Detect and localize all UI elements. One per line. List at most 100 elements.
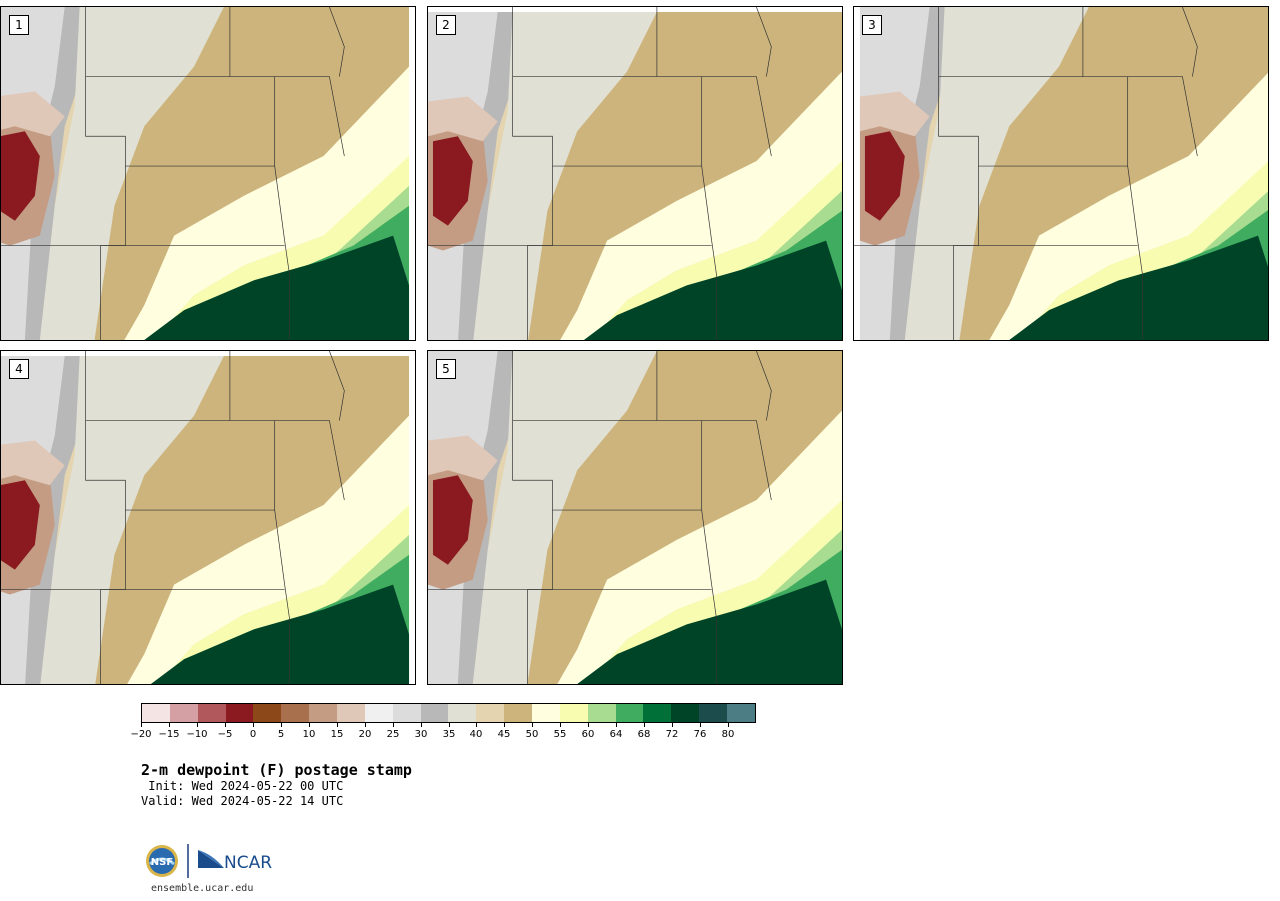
colorbar-swatch	[169, 704, 198, 722]
state-border	[756, 7, 772, 77]
colorbar-swatch	[337, 704, 365, 722]
colorbar-swatch	[253, 704, 282, 722]
dewpoint-region	[432, 475, 473, 565]
nsf-logo: NSF	[146, 845, 178, 877]
state-border	[1127, 76, 1143, 340]
map-panel-1: 1	[0, 6, 416, 341]
colorbar-swatch	[420, 704, 449, 722]
dewpoint-region	[473, 11, 657, 340]
ncar-logo-text: NCAR	[224, 853, 272, 873]
colorbar-tick-label: 30	[414, 729, 428, 740]
colorbar-swatch	[142, 704, 170, 722]
dewpoint-map	[1, 351, 410, 684]
dewpoint-region	[94, 7, 410, 340]
colorbar-tick	[560, 723, 561, 727]
colorbar-tick-label: 35	[442, 729, 456, 740]
state-border	[938, 7, 979, 340]
colorbar-swatch	[727, 704, 755, 722]
nsf-logo-text: NSF	[151, 857, 173, 868]
dewpoint-region	[1, 91, 65, 137]
colorbar-tick	[421, 723, 422, 727]
colorbar-swatch	[559, 704, 588, 722]
state-border	[329, 351, 345, 421]
colorbar-tick	[309, 723, 310, 727]
state-border	[701, 76, 717, 340]
map-panel-5: 5	[427, 350, 843, 685]
colorbar	[141, 703, 756, 723]
dewpoint-region	[864, 131, 905, 221]
dewpoint-map	[1, 7, 410, 340]
colorbar-tick-label: −10	[186, 729, 208, 740]
colorbar-tick	[504, 723, 505, 727]
dewpoint-map	[428, 7, 842, 340]
dewpoint-region	[527, 351, 842, 684]
dewpoint-region	[144, 235, 410, 340]
init-time: Init: Wed 2024-05-22 00 UTC	[141, 779, 344, 793]
panel-number-label: 2	[436, 15, 456, 35]
panel-number-label: 3	[862, 15, 882, 35]
logo-area: NSF NCAR	[144, 842, 284, 882]
dewpoint-region	[560, 71, 842, 340]
dewpoint-region	[432, 136, 473, 226]
dewpoint-region	[591, 161, 842, 340]
map-panel-2: 2	[427, 6, 843, 341]
map-panel-4: 4	[0, 350, 416, 685]
colorbar-swatch	[309, 704, 338, 722]
colorbar-swatch	[504, 704, 533, 722]
colorbar-tick-label: 40	[469, 729, 483, 740]
colorbar-tick	[728, 723, 729, 727]
state-border	[274, 76, 290, 340]
colorbar-tick-label: −5	[217, 729, 233, 740]
state-border	[329, 7, 345, 77]
dewpoint-region	[989, 72, 1268, 340]
panel-number-label: 1	[9, 15, 29, 35]
dewpoint-region	[127, 415, 410, 684]
colorbar-tick-label: −15	[158, 729, 180, 740]
state-border	[701, 420, 717, 684]
dewpoint-region	[959, 7, 1268, 340]
colorbar-swatch	[225, 704, 254, 722]
colorbar-tick	[281, 723, 282, 727]
state-border	[274, 420, 290, 684]
colorbar-swatch	[364, 704, 393, 722]
colorbar-tick	[253, 723, 254, 727]
colorbar-tick	[476, 723, 477, 727]
dewpoint-region	[158, 505, 410, 684]
colorbar-tick-label: 20	[358, 729, 372, 740]
colorbar-swatch	[197, 704, 226, 722]
colorbar-swatch	[699, 704, 728, 722]
dewpoint-map	[854, 7, 1268, 340]
colorbar-tick-label: 45	[497, 729, 511, 740]
colorbar-swatch	[476, 704, 505, 722]
colorbar-tick-label: 80	[721, 729, 735, 740]
colorbar-tick	[449, 723, 450, 727]
colorbar-swatch	[615, 704, 644, 722]
colorbar-tick-label: 64	[609, 729, 623, 740]
colorbar-tick-label: 15	[330, 729, 344, 740]
colorbar-swatch	[392, 704, 421, 722]
colorbar-tick	[616, 723, 617, 727]
dewpoint-region	[1, 131, 40, 221]
website-url: ensemble.ucar.edu	[151, 883, 254, 894]
colorbar-tick	[337, 723, 338, 727]
colorbar-tick-label: 72	[665, 729, 679, 740]
map-panel-3: 3	[853, 6, 1269, 341]
colorbar-swatch	[587, 704, 616, 722]
dewpoint-region	[1009, 235, 1268, 340]
colorbar-tick-label: −20	[130, 729, 152, 740]
state-border	[229, 7, 345, 157]
dewpoint-region	[587, 500, 842, 684]
dewpoint-region	[583, 240, 842, 340]
colorbar-tick	[169, 723, 170, 727]
state-border	[656, 351, 772, 501]
colorbar-tick-label: 50	[525, 729, 539, 740]
colorbar-swatch	[532, 704, 560, 722]
panel-number-label: 4	[9, 359, 29, 379]
dewpoint-region	[154, 156, 410, 340]
dewpoint-region	[1, 480, 40, 570]
colorbar-tick-label: 55	[553, 729, 567, 740]
colorbar-ticks: −20 −15 −10 −5 0 5 10 15 20 25 30 35 40 45 50 55 60 64 68 7…	[130, 723, 756, 743]
colorbar-tick	[141, 723, 142, 727]
colorbar-tick-label: 76	[693, 729, 707, 740]
dewpoint-region	[577, 579, 842, 684]
